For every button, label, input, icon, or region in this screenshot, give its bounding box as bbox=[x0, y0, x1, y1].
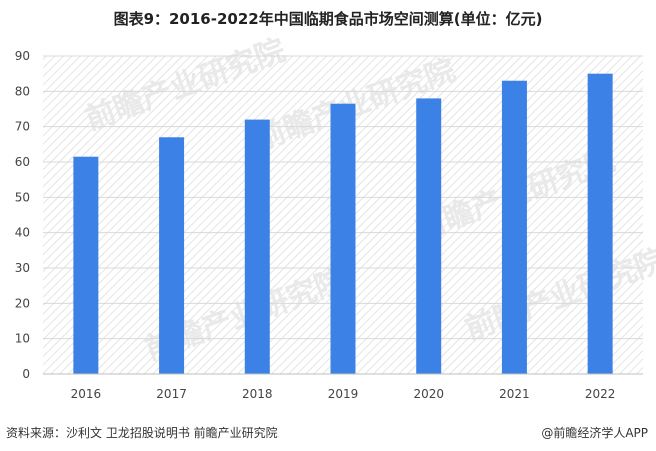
bar bbox=[587, 73, 613, 375]
bar bbox=[159, 137, 185, 374]
x-tick-label: 2016 bbox=[71, 387, 102, 401]
source-note: 资料来源：沙利文 卫龙招股说明书 前瞻产业研究院 bbox=[6, 426, 278, 440]
y-tick-label: 10 bbox=[15, 332, 30, 346]
x-tick-label: 2020 bbox=[413, 387, 444, 401]
x-tick-label: 2021 bbox=[499, 387, 530, 401]
y-tick-label: 60 bbox=[15, 155, 30, 169]
y-tick-label: 30 bbox=[15, 261, 30, 275]
x-axis: 2016 2017 2018 2019 2020 2021 2022 bbox=[43, 373, 643, 401]
y-tick-label: 20 bbox=[15, 296, 30, 310]
y-axis: 0 10 20 30 40 50 60 70 80 90 bbox=[15, 49, 30, 381]
x-tick-label: 2022 bbox=[585, 387, 616, 401]
bars bbox=[73, 73, 613, 375]
bar bbox=[73, 156, 99, 374]
y-tick-label: 80 bbox=[15, 84, 30, 98]
brand-credit: @前瞻经济学人APP bbox=[541, 426, 648, 440]
y-tick-label: 0 bbox=[22, 367, 30, 381]
bar bbox=[416, 98, 442, 375]
y-tick-label: 40 bbox=[15, 226, 30, 240]
bar bbox=[330, 103, 356, 374]
y-tick-label: 70 bbox=[15, 120, 30, 134]
y-tick-label: 50 bbox=[15, 190, 30, 204]
bar bbox=[244, 119, 270, 374]
x-tick-label: 2019 bbox=[328, 387, 359, 401]
y-tick-label: 90 bbox=[15, 49, 30, 63]
x-tick-label: 2018 bbox=[242, 387, 273, 401]
chart-title: 图表9：2016-2022年中国临期食品市场空间测算(单位：亿元) bbox=[113, 10, 543, 28]
bar bbox=[501, 80, 527, 374]
x-tick-label: 2017 bbox=[156, 387, 187, 401]
